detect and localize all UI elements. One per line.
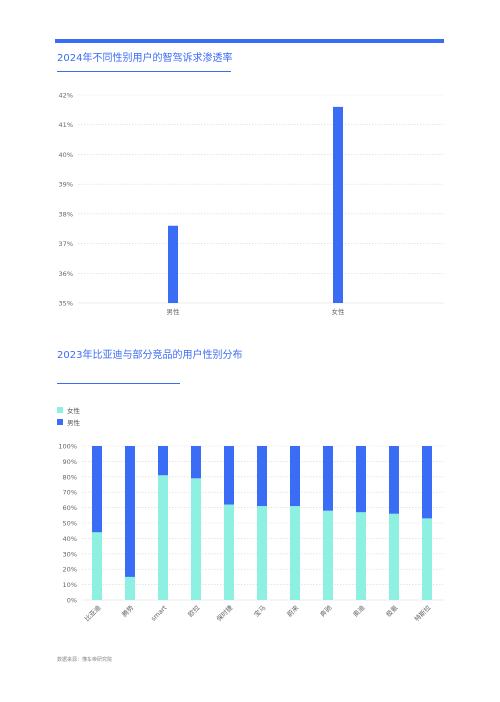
chart2-xtick-label: 比亚迪 <box>82 603 103 624</box>
chart2-xtick-label: smart <box>149 603 168 622</box>
chart2-bar-male <box>389 446 399 514</box>
chart2-title: 2023年比亚迪与部分竞品的用户性别分布 <box>57 350 243 361</box>
chart2-bar-female <box>125 576 135 600</box>
chart2-xtick-label: 保时捷 <box>214 603 235 624</box>
chart1-title: 2024年不同性别用户的智驾诉求渗透率 <box>57 53 233 64</box>
chart2-bar-male <box>422 446 432 519</box>
source-note: 数据来源：懂车帝研究院 <box>57 657 113 663</box>
chart1-ytick-label: 41% <box>59 121 73 129</box>
chart1-ytick-label: 35% <box>59 300 73 308</box>
legend-label-male: 男性 <box>67 419 80 427</box>
chart1-ytick-label: 40% <box>59 151 73 159</box>
chart2-bar-female <box>422 518 432 600</box>
chart2-bar-female <box>92 532 102 600</box>
chart2-bar-male <box>257 446 267 507</box>
chart2-bar-female <box>158 475 168 600</box>
chart2-ytick-label: 20% <box>63 566 77 574</box>
chart2-ytick-label: 80% <box>63 473 77 481</box>
chart2-bar-female <box>356 512 366 600</box>
chart2-xtick-label: 特斯拉 <box>412 603 433 624</box>
chart1-ytick-label: 36% <box>59 270 73 278</box>
chart2-bar-female <box>389 513 399 600</box>
chart2-ytick-label: 70% <box>63 489 77 497</box>
chart2-xtick-label: 奔驰 <box>318 603 334 619</box>
chart2-bar-female <box>224 504 234 600</box>
chart2-bar-male <box>224 446 234 505</box>
chart1-xtick-label: 女性 <box>332 307 346 316</box>
chart1-ytick-label: 39% <box>59 181 73 189</box>
chart2-ytick-label: 60% <box>63 504 77 512</box>
chart2-bar-male <box>323 446 333 511</box>
legend-swatch-female <box>57 407 63 413</box>
legend-item-male: 男性 <box>57 417 80 427</box>
chart1-bar <box>168 225 178 303</box>
chart2-xtick-label: 宝马 <box>252 603 268 619</box>
chart2-ytick-label: 0% <box>67 597 77 605</box>
chart1-ytick-label: 42% <box>59 92 73 100</box>
legend-label-female: 女性 <box>67 407 80 415</box>
chart2-bar-female <box>257 506 267 600</box>
chart2-bar-female <box>323 510 333 600</box>
chart1-bar <box>333 106 343 303</box>
chart2-bar-male <box>356 446 366 513</box>
chart2-bar-male <box>125 446 135 577</box>
chart2-bar-male <box>92 446 102 533</box>
chart2-xtick-label: 欧拉 <box>186 603 202 619</box>
chart2-xtick-label: 极氪 <box>384 603 400 619</box>
chart2-bar-female <box>290 506 300 600</box>
chart2-bar-male <box>158 446 168 476</box>
chart2-ytick-label: 40% <box>63 535 77 543</box>
chart2-xtick-label: 腾势 <box>120 603 136 619</box>
chart2-title-underline <box>57 383 180 384</box>
chart1-ytick-label: 38% <box>59 210 73 218</box>
chart2-ytick-label: 90% <box>63 458 77 466</box>
chart2-ytick-label: 100% <box>58 443 77 451</box>
chart2-ytick-label: 50% <box>63 520 77 528</box>
legend-item-female: 女性 <box>57 405 80 415</box>
legend-swatch-male <box>57 419 63 425</box>
chart2-bar-male <box>191 446 201 479</box>
chart2-bar-male <box>290 446 300 507</box>
chart2-ytick-label: 10% <box>63 581 77 589</box>
chart1-xtick-label: 男性 <box>167 307 181 316</box>
chart2-ytick-label: 30% <box>63 550 77 558</box>
chart1-ytick-label: 37% <box>59 240 73 248</box>
chart2-bar-female <box>191 478 201 600</box>
chart1-title-underline <box>57 71 231 72</box>
chart2-xtick-label: 奥迪 <box>351 603 367 619</box>
top-accent-rule <box>55 39 444 43</box>
chart2-xtick-label: 蔚来 <box>285 603 301 619</box>
